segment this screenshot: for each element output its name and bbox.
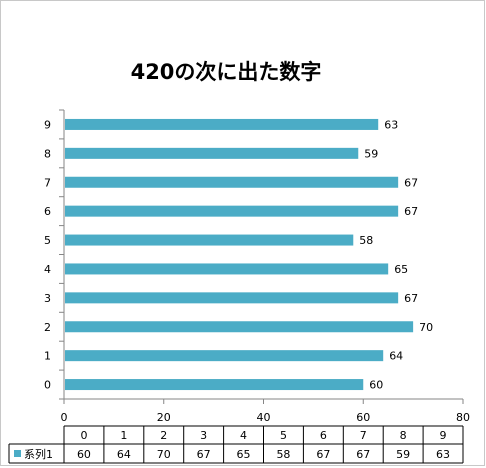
- bar-1: [65, 350, 384, 362]
- table-header-cell: 6: [320, 429, 327, 442]
- data-label: 67: [404, 205, 418, 218]
- y-tick-label: 0: [44, 379, 51, 392]
- data-label: 70: [419, 321, 433, 334]
- table-value-cell: 59: [396, 448, 410, 461]
- table-header-cell: 2: [160, 429, 167, 442]
- bar-5: [65, 234, 354, 246]
- chart-title: 420の次に出た数字: [131, 60, 322, 84]
- table-value-cell: 67: [197, 448, 211, 461]
- table-header-cell: 5: [280, 429, 287, 442]
- y-tick-label: 7: [44, 176, 51, 189]
- y-tick-label: 8: [44, 147, 51, 160]
- bar-3: [65, 292, 399, 304]
- table-value-cell: 65: [237, 448, 251, 461]
- data-label: 65: [394, 263, 408, 276]
- table-value-cell: 60: [77, 448, 91, 461]
- y-tick-label: 4: [44, 263, 51, 276]
- bar-6: [65, 205, 399, 217]
- y-tick-label: 6: [44, 205, 51, 218]
- data-label: 67: [404, 176, 418, 189]
- bar-0: [65, 379, 364, 391]
- table-value-cell: 67: [356, 448, 370, 461]
- table-header-cell: 9: [440, 429, 447, 442]
- y-tick-label: 1: [44, 350, 51, 363]
- data-label: 58: [359, 234, 373, 247]
- data-label: 67: [404, 292, 418, 305]
- table-value-cell: 67: [316, 448, 330, 461]
- y-tick-label: 5: [44, 234, 51, 247]
- data-label: 63: [384, 118, 398, 131]
- table-value-cell: 58: [276, 448, 290, 461]
- table-header-cell: 8: [400, 429, 407, 442]
- table-value-cell: 63: [436, 448, 450, 461]
- table-value-cell: 64: [117, 448, 131, 461]
- x-tick-label: 0: [61, 411, 68, 424]
- x-tick-label: 40: [257, 411, 271, 424]
- x-tick-label: 20: [157, 411, 171, 424]
- y-tick-label: 3: [44, 292, 51, 305]
- data-label: 59: [364, 147, 378, 160]
- data-label: 60: [369, 379, 383, 392]
- table-header-cell: 3: [200, 429, 207, 442]
- plot-area: 0 60 1 64 2 70 3 67 4 65 5 58 6 67 7 67 8 59 9 63 0 20 40 60 80: [44, 109, 470, 424]
- data-label: 64: [389, 350, 403, 363]
- bar-7: [65, 176, 399, 188]
- table-header-cell: 0: [80, 429, 87, 442]
- x-tick-label: 60: [356, 411, 370, 424]
- bar-9: [65, 118, 379, 130]
- bar-4: [65, 263, 389, 275]
- legend-series-name: 系列1: [24, 447, 53, 461]
- table-header-cell: 7: [360, 429, 367, 442]
- bar-2: [65, 321, 414, 333]
- y-tick-label: 9: [44, 118, 51, 131]
- y-tick-label: 2: [44, 321, 51, 334]
- table-value-cell: 70: [157, 448, 171, 461]
- data-table: 0 60 1 64 2 70 3 67 4 65 5 58 6 67 7 67 8 59 9 63 系列1: [8, 425, 464, 464]
- table-header-cell: 1: [120, 429, 127, 442]
- bar-8: [65, 147, 359, 159]
- x-tick-label: 80: [456, 411, 470, 424]
- table-header-cell: 4: [240, 429, 247, 442]
- legend-key: [14, 450, 21, 457]
